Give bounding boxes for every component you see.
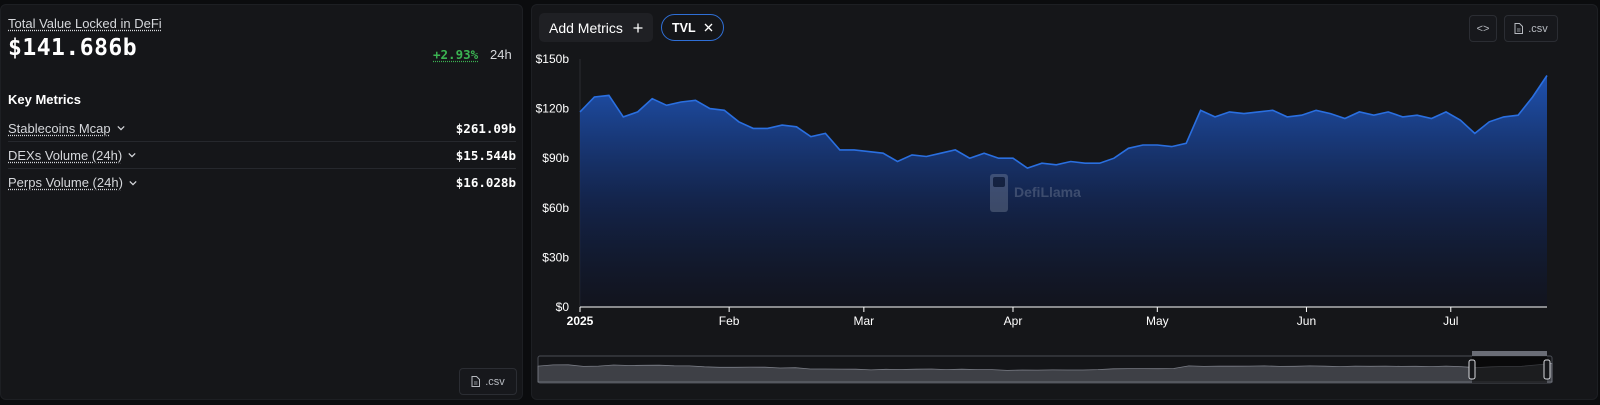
metric-label-text: DEXs Volume (24h)	[8, 147, 123, 163]
tvl-chart[interactable]: $0 $30b $60b $90b $120b $150b 2025 Feb Mar Apr Ma…	[532, 5, 1599, 401]
metric-label-dexs-volume[interactable]: DEXs Volume (24h)	[8, 148, 136, 163]
add-metrics-label: Add Metrics	[549, 19, 623, 36]
watermark: DefiLlama	[990, 174, 1081, 212]
y-tick-label: $60b	[542, 201, 569, 215]
metric-label-text: Perps Volume (24h)	[8, 175, 123, 190]
x-tick-label: Jul	[1443, 314, 1458, 328]
chevron-down-icon	[117, 125, 125, 131]
metric-value-stablecoins: $261.09b	[455, 120, 516, 136]
y-tick-label: $30b	[542, 250, 569, 264]
close-icon[interactable]	[704, 23, 713, 32]
metric-label-stablecoins[interactable]: Stablecoins Mcap	[8, 121, 125, 136]
csv-label: .csv	[1528, 22, 1548, 35]
y-tick-label: $90b	[542, 151, 569, 165]
x-tick-label: Apr	[1004, 314, 1023, 328]
tvl-area	[579, 75, 1548, 307]
x-tick-label: May	[1146, 314, 1169, 328]
brush-handle[interactable]	[1468, 359, 1476, 380]
tvl-change-period: 24h	[490, 47, 512, 62]
csv-label: .csv	[485, 375, 505, 388]
x-tick-label: Jun	[1297, 314, 1316, 328]
chevron-down-icon	[129, 180, 137, 185]
embed-code-button[interactable]: <>	[1469, 15, 1497, 42]
download-csv-button[interactable]: .csv	[459, 368, 517, 395]
watermark-text: DefiLlama	[1014, 184, 1081, 200]
plus-icon	[633, 23, 643, 32]
metric-label-text: Stablecoins Mcap	[8, 120, 111, 136]
brush-selection[interactable]	[1472, 356, 1547, 383]
range-brush[interactable]	[537, 351, 1553, 384]
metric-row-stablecoins[interactable]: Stablecoins Mcap $261.09b	[8, 115, 516, 142]
y-axis: $0 $30b $60b $90b $120b $150b	[536, 52, 581, 314]
tvl-label[interactable]: Total Value Locked in DeFi	[8, 16, 162, 31]
metric-value-perps-volume: $16.028b	[455, 175, 516, 190]
chevron-down-icon	[128, 152, 136, 158]
metric-value-dexs-volume: $15.544b	[455, 147, 516, 163]
y-tick-label: $150b	[536, 52, 570, 66]
add-metrics-button[interactable]: Add Metrics	[539, 13, 653, 42]
brush-handle[interactable]	[1543, 359, 1551, 380]
tvl-metric-pill[interactable]: TVL	[661, 14, 724, 41]
file-icon	[471, 376, 481, 387]
tvl-series-line	[579, 75, 1548, 169]
tvl-summary-panel: Total Value Locked in DeFi $141.686b +2.…	[0, 4, 523, 400]
x-tick-label: 2025	[567, 314, 594, 328]
brush-mini-series	[537, 362, 1553, 383]
y-tick-label: $120b	[536, 102, 570, 116]
x-axis: 2025 Feb Mar Apr May Jun Jul	[567, 306, 1547, 328]
y-tick-label: $0	[556, 300, 570, 314]
brush-selection-label	[1472, 351, 1547, 356]
metric-row-perps-volume[interactable]: Perps Volume (24h) $16.028b	[8, 169, 516, 196]
key-metrics-title: Key Metrics	[8, 92, 81, 107]
tvl-value: $141.686b	[8, 35, 138, 61]
llama-logo-icon	[990, 174, 1008, 212]
file-icon	[1514, 23, 1524, 34]
code-icon: <>	[1476, 22, 1490, 35]
tvl-area-fill	[580, 75, 1547, 307]
x-tick-label: Mar	[854, 314, 875, 328]
tvl-pill-label: TVL	[672, 20, 696, 35]
tvl-change[interactable]: +2.93%	[433, 47, 479, 62]
chart-panel: Add Metrics TVL <> .csv $0 $30b $60b $90b $1…	[531, 4, 1598, 400]
metric-label-perps-volume[interactable]: Perps Volume (24h)	[8, 175, 137, 190]
chart-download-csv-button[interactable]: .csv	[1504, 15, 1558, 42]
metric-row-dexs-volume[interactable]: DEXs Volume (24h) $15.544b	[8, 142, 516, 169]
x-tick-label: Feb	[719, 314, 740, 328]
